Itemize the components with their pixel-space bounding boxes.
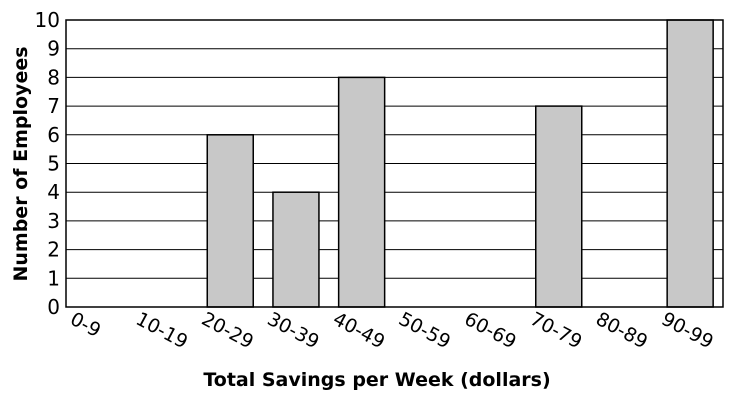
bar-90-99	[666, 19, 714, 308]
bar-40-49	[337, 76, 386, 308]
bar-70-79	[535, 105, 583, 308]
y-tick-label: 8	[47, 65, 60, 89]
y-axis-label: Number of Employees	[10, 46, 32, 281]
x-tick-label: 10-19	[132, 308, 191, 353]
y-tick-label: 5	[47, 152, 60, 176]
y-tick-label: 3	[47, 209, 60, 233]
y-tick-label: 2	[47, 238, 60, 262]
x-tick-labels: 0-9 10-19 20-29 30-39 40-49 50-59 60-69 70-79 80…	[67, 308, 717, 353]
y-tick-label: 7	[47, 94, 60, 118]
bars	[206, 19, 714, 308]
y-tick-label: 6	[47, 123, 60, 147]
y-tick-label: 10	[35, 8, 60, 32]
x-tick-label: 50-59	[395, 308, 454, 353]
gridlines	[66, 19, 723, 308]
x-tick-label: 30-39	[264, 308, 323, 353]
x-tick-label: 80-89	[592, 308, 651, 353]
plot-frame	[65, 19, 724, 308]
y-tick-label: 9	[47, 37, 60, 61]
x-tick-label: 60-69	[461, 308, 520, 353]
y-tick-label: 0	[47, 295, 60, 319]
y-tick-labels: 0 1 2 3 4 5 6 7 8 9 10	[35, 8, 60, 319]
bar-30-39	[272, 191, 320, 308]
bar-20-29	[206, 134, 254, 308]
x-tick-label: 40-49	[329, 308, 388, 353]
x-tick-label: 70-79	[526, 308, 585, 353]
x-tick-label: 20-29	[198, 308, 257, 353]
x-tick-label: 0-9	[67, 308, 105, 342]
y-tick-label: 1	[47, 266, 60, 290]
x-tick-label: 90-99	[658, 308, 717, 353]
x-axis-label: Total Savings per Week (dollars)	[203, 369, 550, 391]
y-tick-label: 4	[47, 180, 60, 204]
